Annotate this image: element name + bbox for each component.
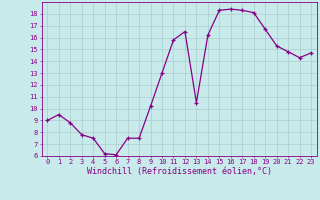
X-axis label: Windchill (Refroidissement éolien,°C): Windchill (Refroidissement éolien,°C) <box>87 167 272 176</box>
